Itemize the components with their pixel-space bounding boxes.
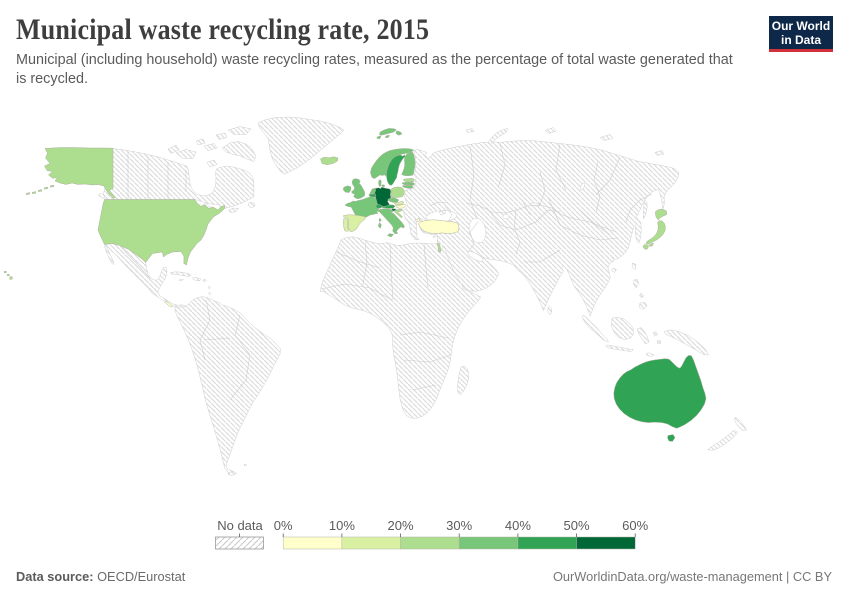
svg-text:20%: 20% bbox=[387, 518, 413, 533]
svg-text:40%: 40% bbox=[505, 518, 531, 533]
svg-text:50%: 50% bbox=[563, 518, 589, 533]
svg-text:30%: 30% bbox=[446, 518, 472, 533]
svg-text:0%: 0% bbox=[274, 518, 293, 533]
svg-text:60%: 60% bbox=[622, 518, 648, 533]
svg-text:10%: 10% bbox=[329, 518, 355, 533]
svg-text:No data: No data bbox=[217, 518, 263, 533]
